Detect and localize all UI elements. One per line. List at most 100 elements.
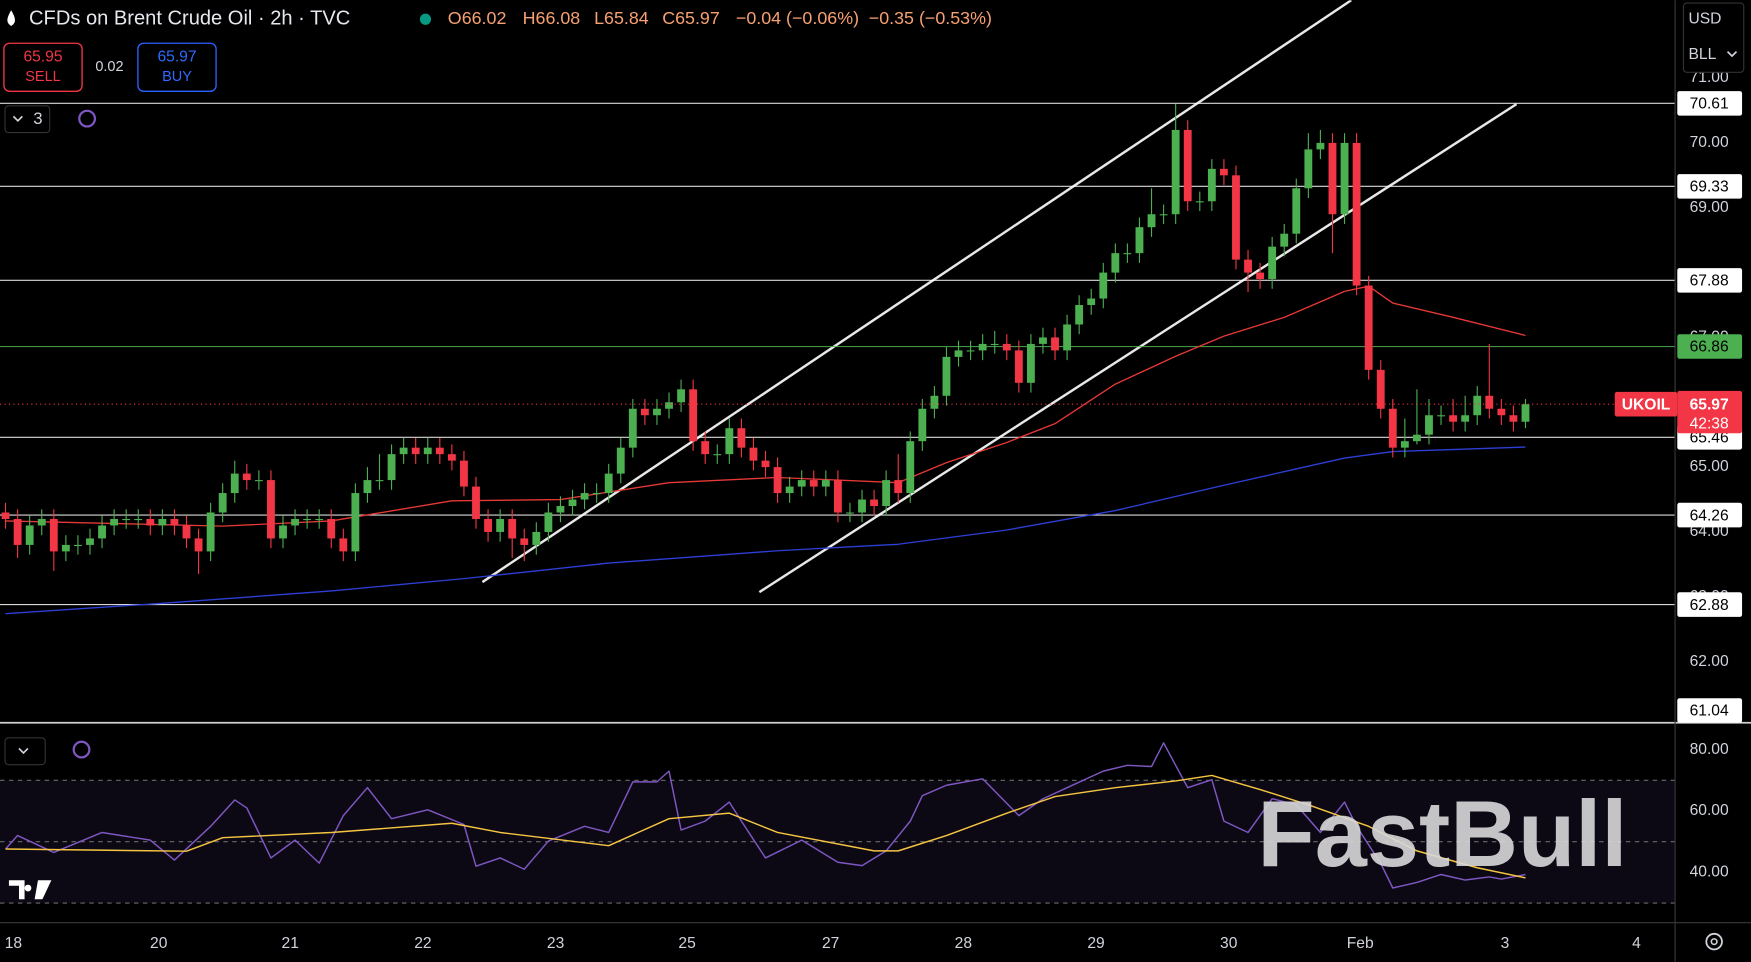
y-tick-label: 70.00 <box>1690 134 1729 151</box>
candle-body <box>375 480 384 482</box>
refresh-icon[interactable] <box>78 109 97 128</box>
candle-body <box>544 512 553 532</box>
buy-box[interactable] <box>137 42 217 92</box>
sell-button[interactable]: 65.95 SELL <box>3 42 83 92</box>
level-label-box <box>1677 174 1743 199</box>
candle-body <box>568 499 577 507</box>
rsi-toggle[interactable] <box>4 737 46 766</box>
countdown-label: 42:38 <box>1690 415 1729 432</box>
candle-body <box>411 447 420 455</box>
level-label: 70.61 <box>1690 96 1729 113</box>
candle-body <box>1509 415 1518 422</box>
sell-box[interactable] <box>3 42 83 92</box>
candle-body <box>1219 168 1228 176</box>
candle-body <box>689 389 698 442</box>
indicator-count[interactable]: 3 <box>33 109 42 128</box>
ohlc-low: L65.84 <box>594 8 649 28</box>
candle-body <box>954 350 963 357</box>
sell-price[interactable]: 65.95 <box>23 48 62 65</box>
level-label: 66.86 <box>1690 339 1729 356</box>
level-label: 69.33 <box>1690 179 1729 196</box>
chevron[interactable] <box>12 115 23 123</box>
refresh-icon[interactable] <box>72 740 91 759</box>
candle-body <box>616 447 625 474</box>
candle-body <box>1400 441 1409 448</box>
candle-body <box>134 518 143 521</box>
level-label: 67.88 <box>1690 273 1729 290</box>
candle-body <box>13 518 22 545</box>
candle-body <box>785 486 794 494</box>
candle-body <box>206 512 215 552</box>
candle-body <box>821 480 830 487</box>
candle-body <box>1280 233 1289 247</box>
buy-label[interactable]: BUY <box>162 69 192 85</box>
unit[interactable]: BLL <box>1688 46 1716 63</box>
level-label: 61.04 <box>1690 703 1729 720</box>
candle-body <box>628 408 637 448</box>
candle-body <box>435 447 444 455</box>
x-tick-label: 21 <box>282 935 299 952</box>
candle-body <box>1171 129 1180 215</box>
level-label: 65.46 <box>1690 430 1729 447</box>
sell-label[interactable]: SELL <box>25 69 60 85</box>
candle-body <box>61 544 70 552</box>
candle-body <box>1304 149 1313 189</box>
candle-body <box>242 473 251 481</box>
candle-body <box>1123 253 1132 255</box>
candle-body <box>98 525 106 539</box>
indicator-toggle[interactable]: 3 <box>4 105 51 134</box>
candle-body <box>713 454 722 456</box>
candle-body <box>653 408 661 416</box>
candle-body <box>49 518 58 552</box>
candle-body <box>1461 415 1470 422</box>
candle-body <box>520 538 529 545</box>
header: CFDs on Brent Crude Oil · 2h · TVC O66.0… <box>3 2 1745 951</box>
series-line <box>5 446 1526 615</box>
candle-body <box>1111 253 1120 273</box>
candle-body <box>978 343 987 351</box>
buy-price[interactable]: 65.97 <box>157 48 196 65</box>
x-tick-label: 29 <box>1087 935 1104 952</box>
candle-body <box>472 486 480 519</box>
chevron[interactable] <box>1726 51 1738 58</box>
level-label-box <box>1677 502 1743 528</box>
currency-box[interactable] <box>1682 2 1745 73</box>
candle-body <box>315 518 324 521</box>
candle-body <box>1449 415 1458 422</box>
candle-body <box>74 544 82 547</box>
candle-body <box>773 467 782 494</box>
candle-body <box>1063 324 1072 351</box>
candle-body <box>279 525 287 539</box>
candle-body <box>761 460 770 468</box>
candle-body <box>1051 337 1059 351</box>
candle-body <box>580 493 589 500</box>
candle-body <box>460 460 468 487</box>
buy-button[interactable]: 65.97 BUY <box>137 42 217 92</box>
settings-icon-core[interactable] <box>1710 938 1718 946</box>
candle-body <box>496 518 505 532</box>
candle-body <box>1026 343 1035 383</box>
candle-body <box>86 538 94 545</box>
currency-menu[interactable]: USD BLL <box>1682 2 1745 73</box>
ohlc-high: H66.08 <box>523 8 581 28</box>
candle-body <box>809 480 818 487</box>
candle-body <box>1207 168 1216 202</box>
candle-body <box>1159 214 1168 216</box>
candle-body <box>1256 272 1265 280</box>
candle-body <box>25 525 34 545</box>
candle-body <box>1002 343 1011 351</box>
candle-body <box>1388 408 1397 448</box>
candle-body <box>797 480 806 487</box>
candle-body <box>665 402 673 409</box>
level-label: 64.26 <box>1690 507 1729 524</box>
candle-body <box>737 428 746 448</box>
candle-body <box>351 493 360 552</box>
settings-icon[interactable] <box>1705 932 1723 951</box>
candle-body <box>1316 142 1325 150</box>
currency[interactable]: USD <box>1688 10 1721 27</box>
y-tick-label: 69.00 <box>1690 199 1729 216</box>
indicator-box[interactable] <box>4 105 51 134</box>
chevron[interactable] <box>18 747 29 755</box>
market-status <box>419 13 432 25</box>
